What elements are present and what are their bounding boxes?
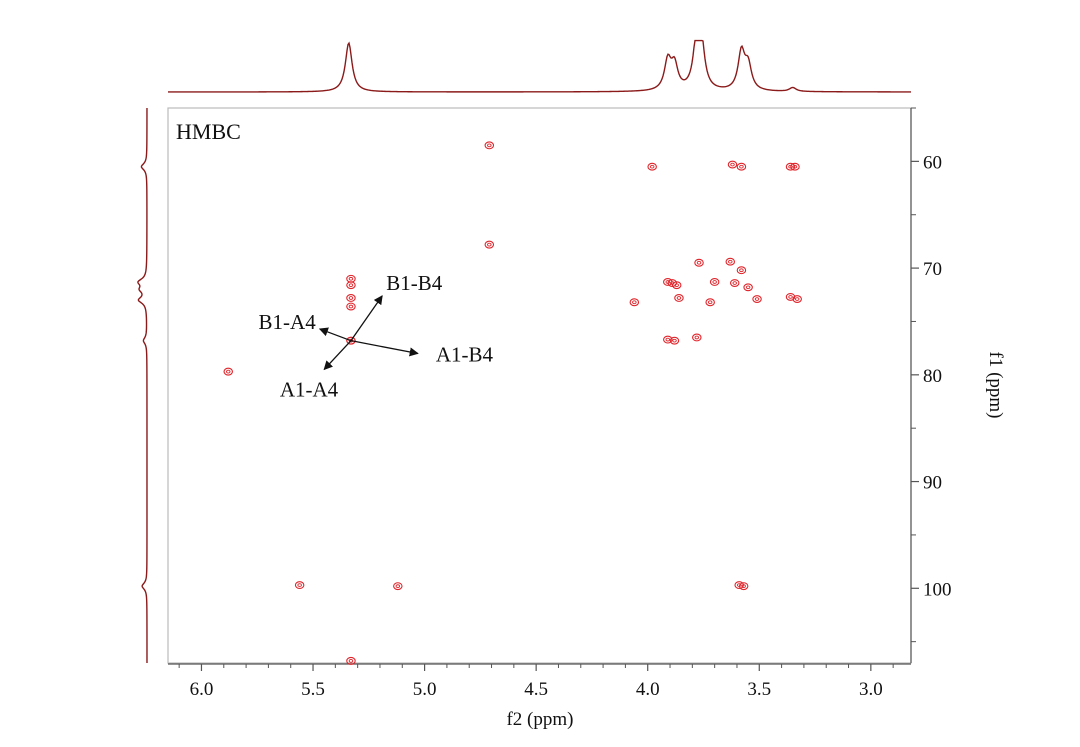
x-tick-label: 5.0: [413, 679, 437, 700]
cross-peak: [484, 141, 495, 150]
cross-peak: [484, 240, 495, 249]
annotation-label: A1-A4: [280, 377, 339, 401]
cross-peak: [705, 298, 715, 307]
cross-peak: [785, 292, 796, 301]
cross-peak: [709, 278, 720, 286]
cross-peak: [346, 274, 356, 283]
cross-peak: [346, 656, 356, 665]
left-1d-projection-spectrum: [137, 108, 148, 663]
cross-peak: [393, 582, 403, 591]
annotation-label: A1-B4: [436, 342, 494, 366]
top-1d-projection-spectrum: [168, 39, 911, 93]
cross-peak: [346, 294, 356, 302]
cross-peak: [743, 283, 753, 292]
y-tick-label: 90: [923, 473, 942, 494]
cross-peak: [671, 281, 682, 290]
cross-peak: [674, 294, 684, 302]
annotation-label: B1-B4: [386, 271, 443, 295]
cross-peak: [725, 257, 736, 266]
correlation-annotations: B1-B4 B1-A4 A1-B4 A1-A4: [259, 271, 494, 402]
cross-peak: [223, 367, 233, 376]
annotation-arrow: [350, 340, 419, 357]
chart-title: HMBC: [176, 119, 241, 144]
annotation-arrow: [350, 295, 383, 342]
x-axis: 6.0 5.5 5.0 4.5 4.0 3.5 3.0: [168, 663, 911, 700]
x-tick-label: 4.0: [636, 679, 660, 700]
x-tick-label: 6.0: [190, 679, 214, 700]
cross-peak: [790, 162, 800, 171]
x-tick-label: 4.5: [524, 679, 548, 700]
x-axis-label: f2 (ppm): [506, 709, 573, 730]
cross-peak: [647, 162, 657, 171]
y-tick-label: 80: [923, 366, 942, 387]
cross-peak: [669, 336, 680, 345]
y-tick-label: 100: [923, 579, 952, 600]
x-tick-label: 3.5: [747, 679, 771, 700]
cross-peak: [738, 582, 749, 591]
cross-peak: [663, 335, 673, 344]
annotation-arrow: [323, 340, 352, 371]
annotation-arrow: [318, 327, 352, 342]
cross-peak: [346, 281, 356, 290]
y-axis: 60 70 80 90 100: [910, 107, 952, 663]
cross-peak: [694, 258, 704, 267]
cross-peak: [727, 160, 738, 169]
y-axis-label: f1 (ppm): [985, 351, 1006, 418]
cross-peak: [785, 162, 796, 171]
annotation-label: B1-A4: [259, 310, 317, 334]
y-tick-label: 60: [923, 152, 942, 173]
cross-peak: [692, 333, 702, 342]
cross-peak: [346, 302, 356, 311]
cross-peak: [294, 581, 305, 590]
cross-peak: [729, 279, 740, 287]
cross-peak: [792, 295, 802, 303]
cross-peak: [736, 266, 747, 275]
x-tick-label: 5.5: [301, 679, 325, 700]
cross-peak: [752, 295, 762, 303]
cross-peak: [736, 162, 747, 171]
y-tick-label: 70: [923, 259, 942, 280]
x-tick-label: 3.0: [859, 679, 883, 700]
cross-peaks: [223, 141, 802, 665]
cross-peak: [629, 298, 640, 307]
